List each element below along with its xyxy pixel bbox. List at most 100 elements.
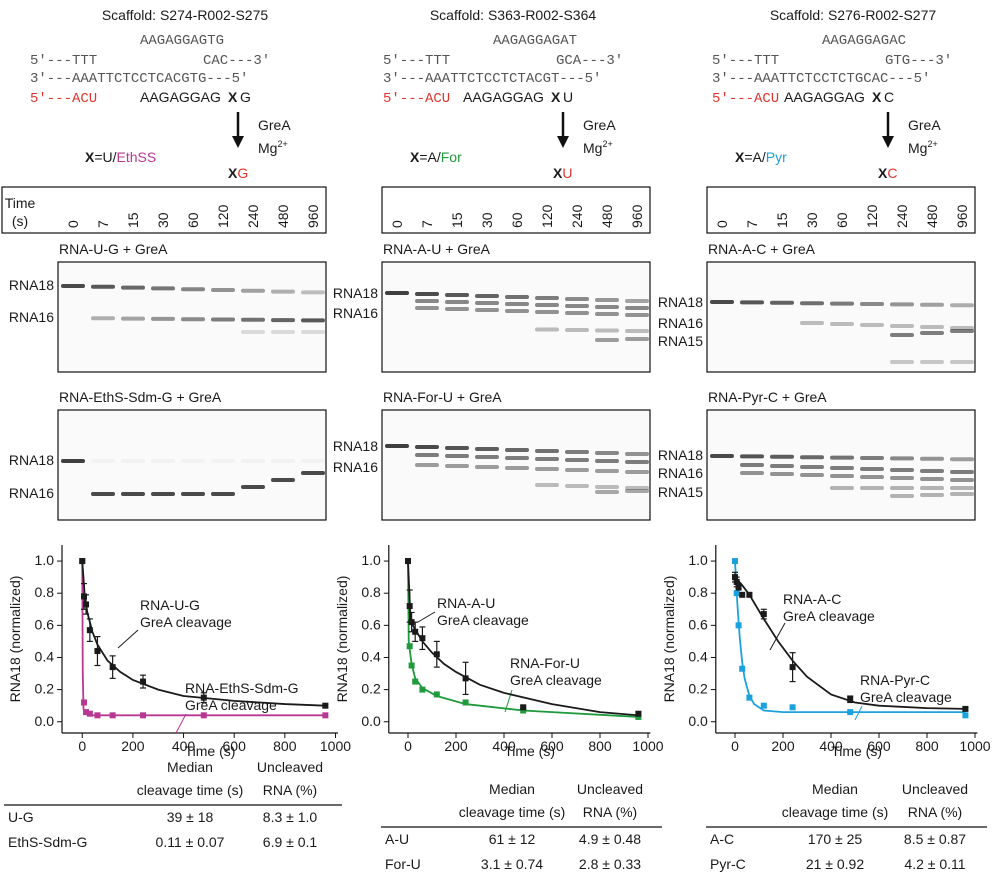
table-header: Median	[167, 759, 213, 775]
lane-label: 480	[924, 204, 940, 228]
time-box	[706, 186, 976, 234]
product-x: X	[878, 165, 888, 181]
table-header: Uncleaved	[902, 781, 968, 797]
gel-box	[706, 261, 976, 373]
x-tick-label: 400	[492, 738, 516, 754]
gel-band	[475, 447, 499, 451]
gel-band	[565, 484, 589, 488]
band-label: RNA16	[658, 315, 703, 331]
gel-band	[91, 316, 115, 321]
table-header: Median	[489, 781, 535, 797]
gel-band	[535, 296, 559, 300]
gel-band	[625, 486, 649, 490]
gel-band	[271, 289, 295, 294]
x-def-prefix: =A/	[419, 149, 441, 165]
gel-band	[301, 290, 325, 295]
gel-band	[91, 284, 115, 289]
time-box	[381, 186, 651, 234]
gel-band	[595, 451, 619, 455]
gel-band	[271, 459, 295, 463]
data-point	[760, 611, 767, 618]
x-symbol: X	[551, 89, 561, 105]
gel-band	[860, 302, 884, 306]
gel-band	[950, 303, 974, 308]
gel-band	[860, 475, 884, 479]
y-tick-label: 1.0	[688, 552, 708, 568]
gel-band	[151, 316, 175, 321]
y-tick-label: 0.8	[361, 584, 381, 600]
lane-label: 7	[95, 220, 111, 228]
table-header: Median	[812, 781, 858, 797]
data-point	[520, 704, 527, 711]
gel-band	[740, 300, 764, 305]
gel-band	[710, 454, 734, 458]
time-label: Time	[5, 195, 36, 211]
x-symbol: X	[735, 149, 745, 165]
enzyme: GreA	[258, 117, 291, 133]
gel-box	[57, 409, 327, 521]
gel-band	[920, 477, 944, 481]
gel-band	[830, 301, 854, 306]
gel-band	[151, 286, 175, 291]
band-label: RNA16	[9, 485, 54, 501]
top-strand: AAGAGGAGAT	[493, 33, 577, 49]
table-header: Uncleaved	[257, 759, 323, 775]
gel-band	[181, 492, 205, 496]
uncleaved: 2.8 ± 0.33	[579, 856, 641, 872]
gel-band	[121, 316, 145, 321]
x-axis-label: Time (s)	[504, 743, 555, 759]
gel-band	[271, 330, 295, 334]
arrow-head	[557, 136, 569, 148]
gel-band	[625, 299, 649, 303]
gel-band	[535, 449, 559, 453]
x-axis-label: Time (s)	[831, 743, 882, 759]
gel-band	[770, 472, 794, 476]
x-symbol: X	[228, 89, 238, 105]
row-label: Pyr-C	[710, 856, 746, 872]
gel-band	[241, 459, 265, 463]
gel-band	[61, 284, 85, 288]
y-tick-label: 0.8	[688, 584, 708, 600]
data-point	[200, 694, 207, 701]
strand-3: 3'---AAATTCTCCTCACGTG---5'	[30, 71, 248, 87]
data-point	[739, 665, 746, 672]
rna-end: U	[563, 89, 573, 105]
y-axis-label: RNA18 (normalized)	[334, 576, 350, 703]
data-point	[760, 702, 767, 709]
gel-band	[800, 301, 824, 306]
strand-3: 3'---AAATTCTCCTCTACGT---5'	[383, 71, 601, 87]
gel-band	[860, 456, 884, 460]
fit-curve	[407, 561, 639, 718]
lane-label: 7	[744, 220, 760, 228]
product: XC	[878, 165, 897, 181]
data-point	[140, 712, 147, 719]
data-point	[94, 712, 101, 719]
gel-band	[505, 448, 529, 452]
annotation: GreA cleavage	[437, 612, 529, 628]
median-time: 170 ± 25	[808, 831, 863, 847]
y-tick-label: 0.0	[688, 713, 708, 729]
lane-label: 7	[419, 220, 435, 228]
cofactor-name: Mg	[908, 140, 927, 156]
lane-label: 240	[569, 204, 585, 228]
data-point	[412, 628, 419, 635]
median-time: 61 ± 12	[489, 831, 536, 847]
gel-band	[625, 306, 649, 310]
x-def-mod: Pyr	[766, 149, 787, 165]
gel-band	[385, 444, 409, 448]
gel-band	[565, 450, 589, 454]
lane-label: 240	[245, 204, 261, 228]
x-tick-label: 400	[172, 738, 196, 754]
data-point	[408, 662, 415, 669]
band-label: RNA16	[658, 465, 703, 481]
lane-label: 30	[479, 212, 495, 228]
uncleaved: 8.3 ± 1.0	[263, 809, 318, 825]
band-label: RNA16	[333, 305, 378, 321]
annotation: RNA-For-U	[510, 655, 580, 671]
lane-label: 120	[215, 204, 231, 228]
row-label: A-C	[710, 831, 734, 847]
gel-band	[890, 360, 914, 364]
gel-band	[415, 463, 439, 467]
median-time: 3.1 ± 0.74	[481, 856, 543, 872]
